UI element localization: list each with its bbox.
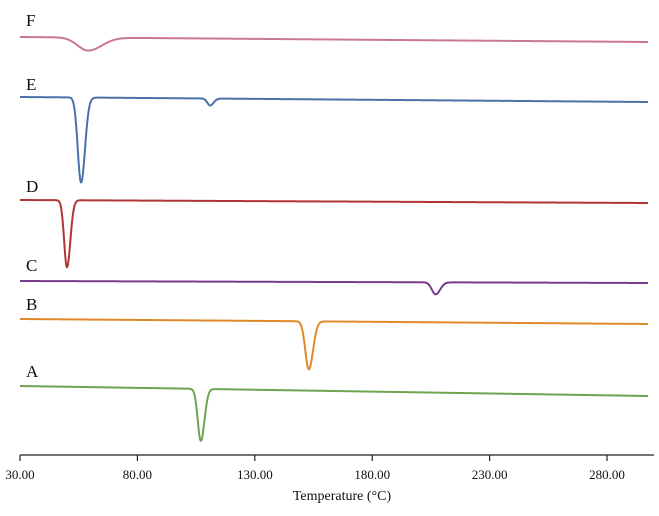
x-tick-label: 80.00 [123, 467, 152, 482]
curve-a [19, 385, 649, 442]
x-tick-label: 230.00 [472, 467, 508, 482]
series-label-a: A [26, 362, 39, 381]
series-labels-group: F E D C B A [26, 11, 39, 381]
x-tick-label: 130.00 [237, 467, 273, 482]
curves-group [19, 36, 649, 442]
curve-e [19, 96, 649, 184]
x-axis-ticks: 30.00 80.00 130.00 180.00 230.00 280.00 [5, 455, 625, 482]
x-tick-label: 30.00 [5, 467, 34, 482]
series-label-c: C [26, 256, 37, 275]
curve-d [19, 199, 649, 269]
curve-b [19, 318, 649, 371]
x-tick-label: 180.00 [354, 467, 390, 482]
series-label-f: F [26, 11, 35, 30]
series-label-d: D [26, 177, 38, 196]
curve-f [19, 36, 649, 52]
x-tick-label: 280.00 [589, 467, 625, 482]
curve-c [19, 280, 649, 296]
x-axis-title: Temperature (°C) [293, 489, 392, 504]
series-label-b: B [26, 295, 37, 314]
series-label-e: E [26, 75, 36, 94]
